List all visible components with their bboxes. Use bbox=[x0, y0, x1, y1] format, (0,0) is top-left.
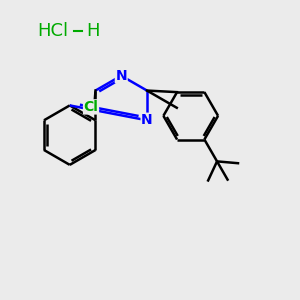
Text: H: H bbox=[86, 22, 100, 40]
Text: N: N bbox=[141, 113, 153, 127]
Text: Cl: Cl bbox=[84, 100, 98, 114]
Text: N: N bbox=[116, 69, 127, 83]
Text: HCl: HCl bbox=[37, 22, 68, 40]
